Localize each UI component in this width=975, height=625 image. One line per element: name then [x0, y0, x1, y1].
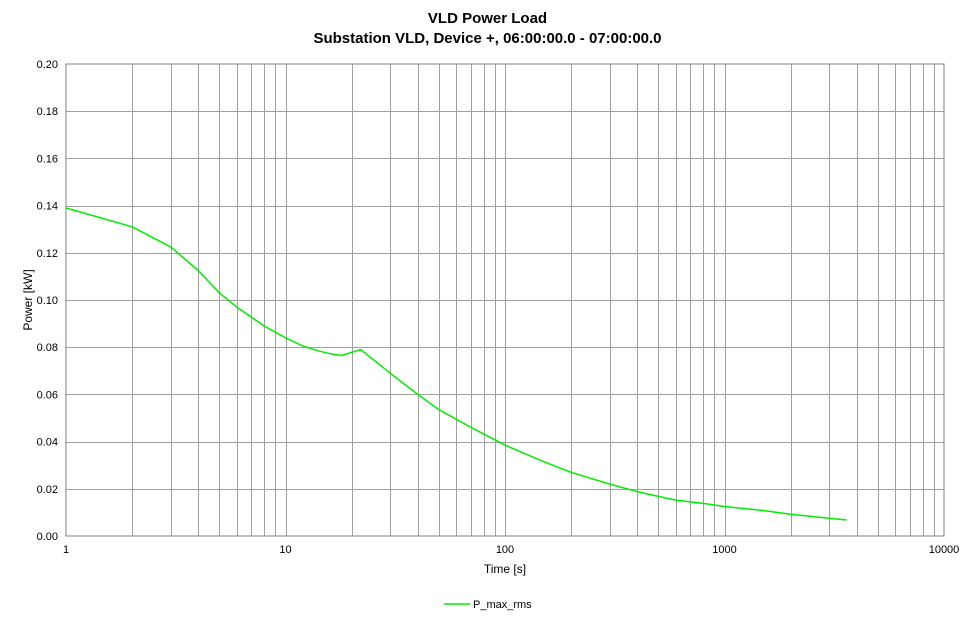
- y-tick-label: 0.20: [37, 59, 58, 71]
- x-tick-label: 1000: [712, 544, 736, 556]
- series-layer: [65, 207, 847, 521]
- y-tick-label: 0.02: [37, 484, 58, 496]
- x-tick-label: 10: [279, 544, 291, 556]
- y-tick-label: 0.16: [37, 153, 58, 165]
- y-tick-label: 0.04: [37, 437, 58, 449]
- chart-subtitle: Substation VLD, Device +, 06:00:00.0 - 0…: [313, 30, 662, 47]
- plot-border: [65, 63, 945, 537]
- x-tick-label: 1: [63, 544, 69, 556]
- y-tick-label: 0.06: [37, 389, 58, 401]
- y-axis-label: Power [kW]: [21, 269, 35, 330]
- y-tick-label: 0.12: [37, 248, 58, 260]
- x-axis-label: Time [s]: [484, 562, 526, 576]
- y-tick-label: 0.18: [37, 106, 58, 118]
- x-axis-ticks: 1 10 100 1000 10000: [63, 544, 959, 556]
- y-tick-label: 0.14: [37, 201, 58, 213]
- series-line-p-max-rms: [65, 207, 847, 521]
- y-axis-ticks: 0.00 0.02 0.04 0.06 0.08 0.10 0.12 0.14 0.16 0.18…: [37, 59, 58, 543]
- legend-label-p-max-rms: P_max_rms: [473, 599, 532, 611]
- x-tick-label: 100: [496, 544, 514, 556]
- chart-title: VLD Power Load: [427, 10, 548, 27]
- y-tick-label: 0.10: [37, 295, 58, 307]
- y-tick-label: 0.00: [37, 531, 58, 543]
- legend: P_max_rms: [444, 599, 532, 611]
- y-tick-label: 0.08: [37, 342, 58, 354]
- grid-lines: [66, 64, 944, 536]
- x-tick-label: 10000: [929, 544, 960, 556]
